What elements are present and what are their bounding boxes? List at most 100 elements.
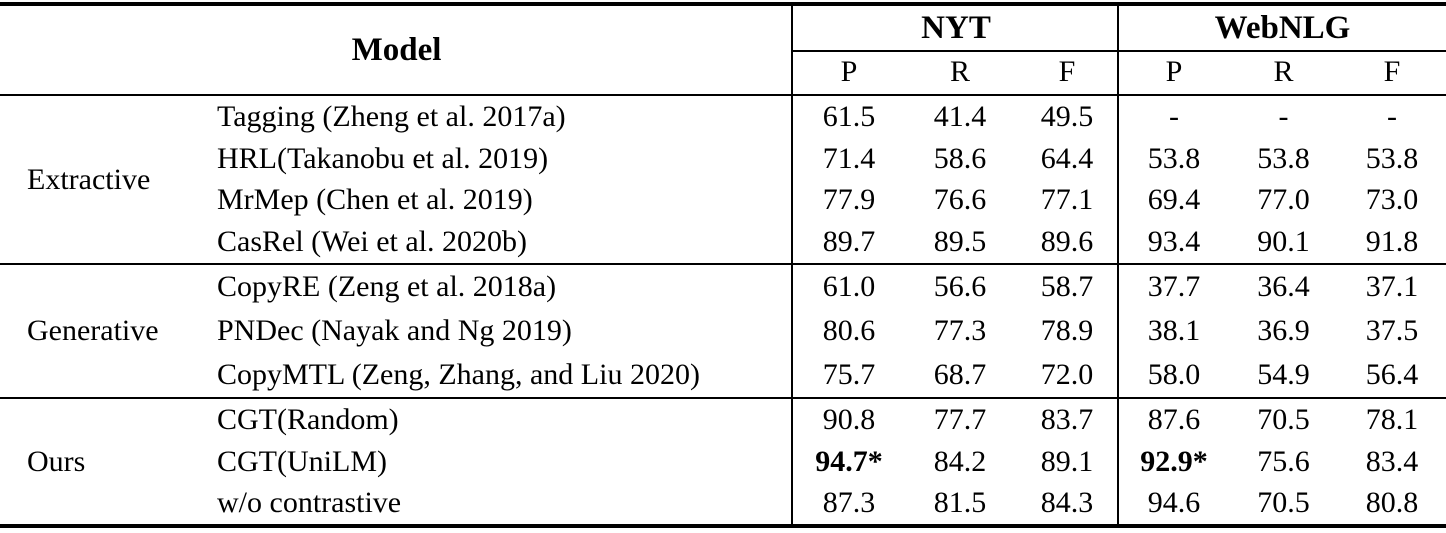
section-ours: Ours CGT(Random) 90.8 77.7 83.7 87.6 70.… xyxy=(0,399,1446,524)
metric-cell: 53.8 xyxy=(1147,141,1201,175)
metric-cell: 77.3 xyxy=(933,314,987,347)
model-name: CopyMTL (Zeng, Zhang, and Liu 2020) xyxy=(217,358,700,391)
metric-cell: 69.4 xyxy=(1147,183,1201,217)
metric-cell: 84.3 xyxy=(1040,486,1094,520)
column-divider-right xyxy=(1117,6,1119,524)
metric-cell: 80.6 xyxy=(822,314,876,347)
metric-cell: 81.5 xyxy=(933,486,987,520)
metric-cell: 84.2 xyxy=(933,444,987,478)
metric-cell: 53.8 xyxy=(1365,141,1419,175)
table-row: PNDec (Nayak and Ng 2019) 80.6 77.3 78.9… xyxy=(213,309,1446,353)
metric-cell: 36.9 xyxy=(1257,314,1310,347)
metric-cell: 41.4 xyxy=(933,99,987,133)
table-row: CGT(Random) 90.8 77.7 83.7 87.6 70.5 78.… xyxy=(213,399,1446,441)
metric-cell: 61.0 xyxy=(822,270,876,303)
metric-cell: 70.5 xyxy=(1257,486,1310,520)
metric-cell: 89.1 xyxy=(1040,444,1094,478)
metric-cell: 64.4 xyxy=(1040,141,1094,175)
model-name: w/o contrastive xyxy=(217,486,402,520)
metric-cell: - xyxy=(1169,99,1179,133)
metric-cell: 89.7 xyxy=(822,225,876,259)
metric-cell: 37.1 xyxy=(1365,270,1419,303)
metric-cell: 89.6 xyxy=(1040,225,1094,259)
metric-cell: - xyxy=(1387,99,1397,133)
metric-cell: 77.1 xyxy=(1040,183,1094,217)
metric-cell: 77.9 xyxy=(822,183,876,217)
section-divider-extractive xyxy=(0,263,1446,265)
nyt-f1-header: F xyxy=(1058,55,1076,88)
table-row: CopyMTL (Zeng, Zhang, and Liu 2020) 75.7… xyxy=(213,353,1446,397)
group-label-generative: Generative xyxy=(27,314,159,347)
metric-cell: 90.8 xyxy=(822,402,876,436)
model-column-header: Model xyxy=(351,31,442,68)
group-label-ours: Ours xyxy=(27,444,86,478)
metric-cell: 54.9 xyxy=(1257,358,1310,391)
model-name: CGT(UniLM) xyxy=(217,444,387,478)
metric-cell: 87.6 xyxy=(1147,402,1201,436)
dataset-header-rule xyxy=(793,50,1446,52)
metric-cell: 77.7 xyxy=(933,402,987,436)
model-name: CGT(Random) xyxy=(217,402,399,436)
section-extractive: Extractive Tagging (Zheng et al. 2017a) … xyxy=(0,96,1446,263)
metric-cell: - xyxy=(1278,99,1289,133)
metric-cell: 90.1 xyxy=(1257,225,1310,259)
model-name: CasRel (Wei et al. 2020b) xyxy=(217,225,528,259)
model-name: CopyRE (Zeng et al. 2018a) xyxy=(217,270,557,303)
column-divider-left xyxy=(791,6,793,524)
metric-subheader-row: P R F P R F xyxy=(793,50,1446,94)
model-name: HRL(Takanobu et al. 2019) xyxy=(217,141,549,175)
metric-cell: 58.0 xyxy=(1147,358,1201,391)
metric-cell: 37.7 xyxy=(1147,270,1201,303)
nyt-header: NYT xyxy=(921,9,991,46)
webnlg-precision-header: P xyxy=(1165,55,1183,88)
metric-cell-best: 94.7* xyxy=(815,444,883,478)
metric-cell: 49.5 xyxy=(1040,99,1094,133)
group-label-extractive: Extractive xyxy=(27,162,151,196)
metric-cell: 83.7 xyxy=(1040,402,1094,436)
metric-cell: 77.0 xyxy=(1257,183,1310,217)
nyt-precision-header: P xyxy=(840,55,858,88)
metric-cell: 75.7 xyxy=(822,358,876,391)
metric-cell: 58.6 xyxy=(933,141,987,175)
metric-cell: 61.5 xyxy=(822,99,876,133)
table-row: CopyRE (Zeng et al. 2018a) 61.0 56.6 58.… xyxy=(213,265,1446,309)
metric-cell: 80.8 xyxy=(1365,486,1419,520)
metric-cell: 36.4 xyxy=(1257,270,1310,303)
metric-cell: 76.6 xyxy=(933,183,987,217)
table-row: CasRel (Wei et al. 2020b) 89.7 89.5 89.6… xyxy=(213,221,1446,263)
metric-cell: 56.6 xyxy=(933,270,987,303)
webnlg-recall-header: R xyxy=(1273,55,1294,88)
metric-cell: 78.9 xyxy=(1040,314,1094,347)
metric-cell: 75.6 xyxy=(1257,444,1310,478)
table-row: HRL(Takanobu et al. 2019) 71.4 58.6 64.4… xyxy=(213,138,1446,180)
metric-cell: 73.0 xyxy=(1365,183,1419,217)
header-bottom-rule xyxy=(0,94,1446,96)
webnlg-f1-header: F xyxy=(1383,55,1401,88)
metric-cell: 58.7 xyxy=(1040,270,1094,303)
metric-cell: 78.1 xyxy=(1365,402,1419,436)
metric-cell: 83.4 xyxy=(1365,444,1419,478)
metric-cell: 70.5 xyxy=(1257,402,1310,436)
section-divider-generative xyxy=(0,397,1446,399)
nyt-recall-header: R xyxy=(949,55,970,88)
metric-cell: 68.7 xyxy=(933,358,987,391)
metric-cell: 94.6 xyxy=(1147,486,1201,520)
metric-cell: 91.8 xyxy=(1365,225,1419,259)
metric-cell: 71.4 xyxy=(822,141,876,175)
model-name: Tagging (Zheng et al. 2017a) xyxy=(217,99,566,133)
table-row: Tagging (Zheng et al. 2017a) 61.5 41.4 4… xyxy=(213,96,1446,138)
metric-cell: 38.1 xyxy=(1147,314,1201,347)
table-row: w/o contrastive 87.3 81.5 84.3 94.6 70.5… xyxy=(213,482,1446,524)
webnlg-header: WebNLG xyxy=(1214,9,1351,46)
model-name: PNDec (Nayak and Ng 2019) xyxy=(217,314,572,347)
bottom-rule xyxy=(0,524,1446,528)
model-name: MrMep (Chen et al. 2019) xyxy=(217,183,533,217)
metric-cell-best: 92.9* xyxy=(1140,444,1208,478)
metric-cell: 53.8 xyxy=(1257,141,1310,175)
table-row: CGT(UniLM) 94.7* 84.2 89.1 92.9* 75.6 83… xyxy=(213,441,1446,483)
metric-cell: 93.4 xyxy=(1147,225,1201,259)
metric-cell: 56.4 xyxy=(1365,358,1419,391)
top-rule xyxy=(0,2,1446,6)
table-row: MrMep (Chen et al. 2019) 77.9 76.6 77.1 … xyxy=(213,180,1446,222)
